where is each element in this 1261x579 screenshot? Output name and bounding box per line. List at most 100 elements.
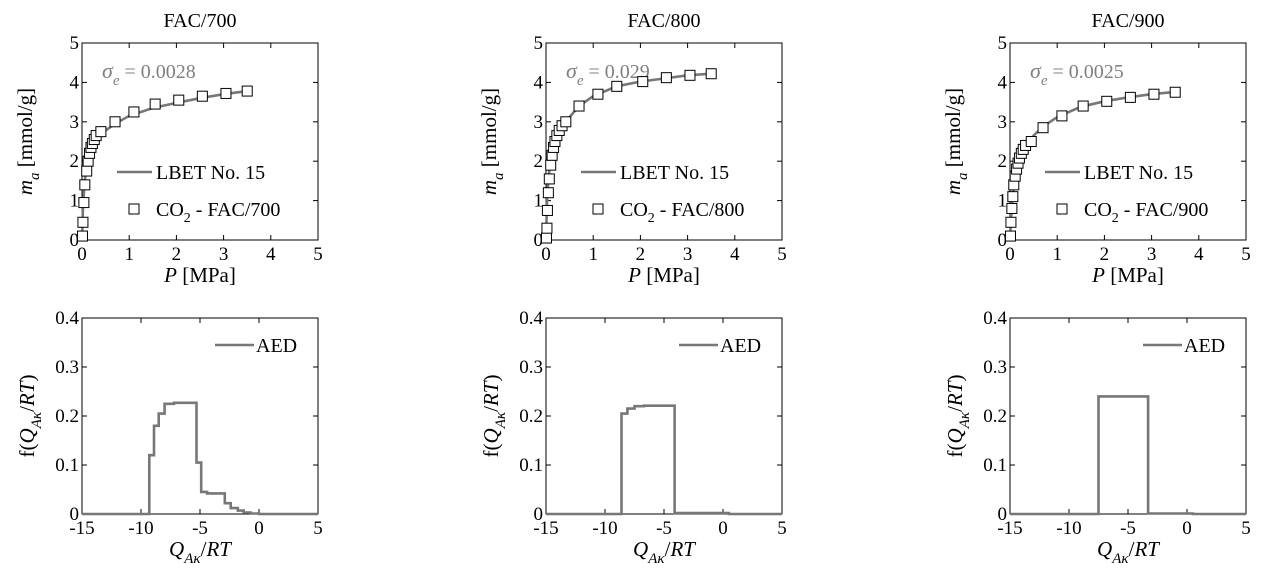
aed-step-line [546,404,782,516]
y-tick-label: 4 [534,72,544,93]
plot-area [81,42,319,241]
y-tick-label: 0 [998,230,1008,251]
data-marker [545,159,557,171]
y-tick-label: 0.4 [983,308,1007,329]
y-tick-label: 0 [70,230,80,251]
data-marker [541,204,553,216]
x-axis-label: P [MPa] [627,263,700,287]
aed-step-line [82,401,318,516]
y-tick-label: 0.2 [519,406,543,427]
y-axis-label: ma [mmol/g] [477,88,507,195]
data-marker [79,179,91,191]
chart-title: FAC/800 [628,10,701,32]
data-marker [78,197,90,209]
data-marker [1077,100,1089,112]
x-tick-label: 3 [1147,244,1157,265]
plot-area [1009,42,1247,241]
chart-panel-5: -15 -10 -5 0 5 0 0.1 0.2 0.3 0.4 QAκ/RT f(QAκ/RT) AE… [479,308,787,567]
data-marker [705,68,717,80]
data-marker [1056,110,1068,122]
x-tick-label: -15 [533,518,558,539]
x-tick-label: 3 [683,244,693,265]
y-tick-label: 0.3 [983,357,1007,378]
y-tick-label: 4 [70,72,80,93]
y-tick-label: 5 [998,33,1008,54]
x-tick-label: -10 [1056,518,1081,539]
y-tick-label: 0 [70,504,80,525]
y-tick-label: 1 [998,191,1008,212]
legend-marker-swatch [1056,203,1068,215]
y-tick-label: 3 [70,112,80,133]
data-marker [660,72,672,84]
sigma-annotation: σe = 0.029 [566,58,650,89]
data-marker [109,116,121,128]
y-tick-label: 0.2 [983,406,1007,427]
legend-label-model: LBET No. 15 [156,162,265,184]
data-marker [241,85,253,97]
data-marker [543,173,555,185]
y-tick-label: 3 [534,112,544,133]
data-marker [592,88,604,100]
x-tick-label: 2 [1100,244,1110,265]
x-tick-label: 0 [1005,244,1015,265]
x-tick-label: -5 [1120,518,1136,539]
sigma-annotation: σe = 0.0025 [1030,58,1124,89]
y-tick-label: 1 [534,191,544,212]
legend-label-data: CO2 - FAC/700 [156,199,280,226]
y-axis-label: f(QAκ/RT) [479,375,509,458]
legend-label-data: CO2 - FAC/900 [1084,199,1208,226]
data-marker [573,100,585,112]
x-axis-label: QAκ/RT [1097,537,1160,567]
y-tick-label: 1 [70,191,80,212]
data-marker [220,87,232,99]
x-tick-label: 5 [1241,518,1251,539]
legend-label-aed: AED [720,335,761,357]
y-tick-label: 4 [998,72,1008,93]
y-tick-label: 5 [534,33,544,54]
data-marker [1037,122,1049,134]
data-marker [149,98,161,110]
x-tick-label: 5 [777,244,787,265]
chart-panel-4: -15 -10 -5 0 5 0 0.1 0.2 0.3 0.4 QAκ/RT f(QAκ/RT) AE… [15,308,323,567]
legend-label-model: LBET No. 15 [620,162,729,184]
x-tick-label: 5 [777,518,787,539]
x-tick-label: 0 [1182,518,1192,539]
plot-area [545,42,783,241]
data-marker [1101,95,1113,107]
y-tick-label: 0.3 [55,357,79,378]
legend-marker-swatch [592,203,604,215]
data-marker [1148,88,1160,100]
x-tick-label: 0 [77,244,87,265]
y-tick-label: 2 [70,151,80,172]
y-axis-label: ma [mmol/g] [13,88,43,195]
y-tick-label: 0.1 [983,455,1007,476]
chart-title: FAC/900 [1092,10,1165,32]
x-tick-label: 0 [541,244,551,265]
data-marker [1005,216,1017,228]
legend-label-model: LBET No. 15 [1084,162,1193,184]
x-axis-label: QAκ/RT [169,537,232,567]
y-axis-label: f(QAκ/RT) [943,375,973,458]
x-tick-label: 3 [219,244,229,265]
data-marker [540,232,552,244]
x-tick-label: 4 [730,244,740,265]
data-marker [128,106,140,118]
data-marker [541,222,553,234]
chart-panel-1: 0 1 2 3 4 5 0 1 2 3 4 5 FAC/700 P [MPa] ma [mmol/g] σe … [13,10,323,287]
data-marker [1006,202,1018,214]
data-marker [76,230,88,242]
x-tick-label: 2 [172,244,182,265]
data-marker [1124,91,1136,103]
y-tick-label: 0.4 [55,308,79,329]
legend-marker-swatch [128,203,140,215]
y-tick-label: 0 [998,504,1008,525]
y-tick-label: 2 [998,151,1008,172]
data-marker [560,116,572,128]
x-tick-label: 2 [636,244,646,265]
aed-step-line [1010,395,1246,516]
data-marker [173,94,185,106]
y-tick-label: 0.1 [55,455,79,476]
y-tick-label: 0.2 [55,406,79,427]
x-tick-label: 5 [313,518,323,539]
x-tick-label: 5 [1241,244,1251,265]
